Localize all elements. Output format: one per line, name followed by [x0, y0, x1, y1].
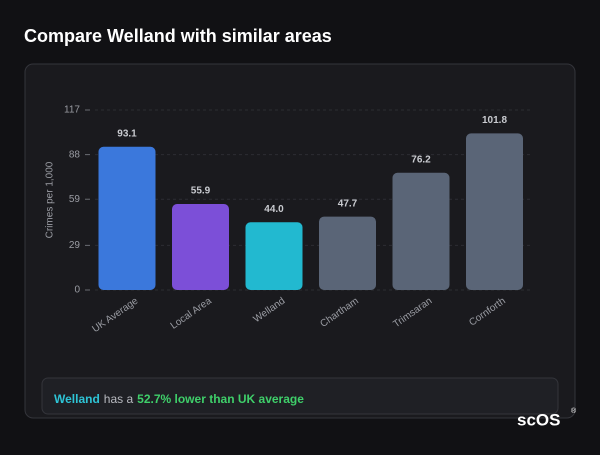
y-tick-label: 0 [74, 285, 80, 296]
footer-connector: has a [104, 392, 134, 406]
value-label: 44.0 [264, 204, 284, 215]
bar [98, 146, 156, 290]
footer-highlight: 52.7% lower than UK average [137, 392, 304, 406]
y-tick-label: 117 [64, 105, 80, 116]
value-label: 76.2 [411, 154, 431, 165]
y-axis-label: Crimes per 1,000 [45, 161, 56, 238]
bar [172, 204, 229, 290]
value-label: 47.7 [338, 198, 358, 209]
value-label: 55.9 [191, 186, 211, 197]
value-label: 93.1 [117, 128, 137, 139]
y-tick-label: 88 [69, 149, 81, 160]
footer-text: Welland has a 52.7% lower than UK average [54, 392, 304, 406]
bar [245, 222, 303, 290]
footer-area: Welland [54, 392, 100, 406]
bar [466, 133, 523, 290]
bar [319, 216, 376, 290]
bar [392, 172, 450, 290]
value-label: 101.8 [482, 115, 507, 126]
y-tick-label: 29 [69, 240, 81, 251]
logo: scOS [517, 410, 560, 429]
footer-box [41, 377, 559, 415]
y-tick-label: 59 [69, 194, 81, 205]
chart-title: Compare Welland with similar areas [24, 26, 332, 46]
logo-mark: ® [571, 407, 577, 415]
